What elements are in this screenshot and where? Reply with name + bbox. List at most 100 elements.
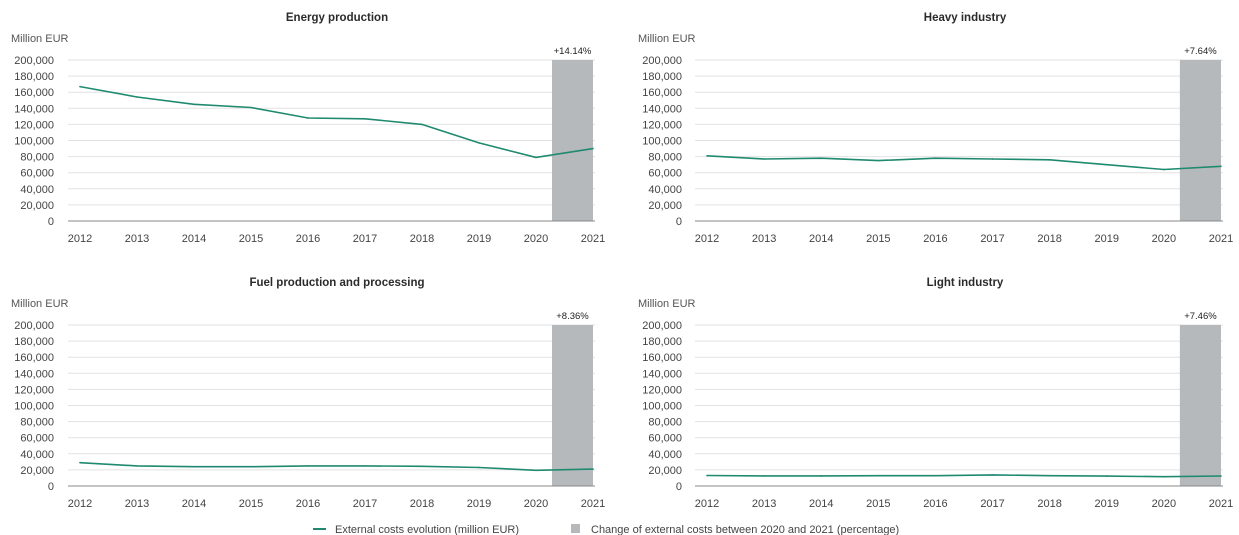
y-tick-label: 60,000 [648, 433, 682, 445]
legend: External costs evolution (million EUR) Ch… [313, 524, 899, 535]
x-tick-label: 2018 [1037, 498, 1061, 510]
y-tick-label: 100,000 [642, 136, 682, 148]
data-point [193, 103, 195, 106]
x-tick-label: 2016 [923, 498, 947, 510]
x-tick-label: 2019 [467, 498, 491, 510]
chart-panel-1: Energy production Million EUR 0 20,000 40,00… [11, 12, 605, 245]
data-point [1163, 168, 1165, 171]
x-tick-label: 2020 [1152, 498, 1176, 510]
y-tick-label: 160,000 [642, 352, 682, 364]
data-point [991, 158, 994, 160]
legend-bar-label: Change of external costs between 2020 an… [591, 524, 899, 535]
series-line [706, 155, 1222, 171]
x-tick-label: 2015 [239, 498, 263, 510]
y-tick-label: 60,000 [648, 168, 682, 180]
y-tick-label: 160,000 [14, 352, 54, 364]
data-point [136, 465, 138, 467]
series-line [79, 461, 594, 472]
x-tick-label: 2012 [68, 498, 92, 510]
data-point [79, 461, 81, 464]
y-tick-label: 80,000 [20, 152, 54, 164]
data-point [820, 475, 823, 477]
data-point [877, 474, 880, 477]
data-point [1048, 159, 1051, 161]
data-point [478, 466, 480, 469]
x-tick-label: 2018 [410, 233, 434, 245]
data-point [364, 117, 366, 120]
x-tick-label: 2012 [695, 498, 719, 510]
legend-bar-swatch [571, 524, 580, 533]
data-point [706, 154, 708, 157]
y-tick-label: 180,000 [642, 336, 682, 348]
y-tick-label: 140,000 [642, 368, 682, 380]
y-tick-label: 60,000 [20, 168, 54, 180]
x-tick-label: 2016 [296, 233, 320, 245]
y-tick-label: 200,000 [14, 55, 54, 67]
data-point [1220, 165, 1222, 168]
x-tick-label: 2012 [68, 233, 92, 245]
x-tick-label: 2015 [239, 233, 263, 245]
chart-panel-2: Heavy industry Million EUR 0 20,000 40,000 60… [638, 12, 1233, 245]
x-tick-label: 2021 [581, 233, 605, 245]
change-percentage-label: +14.14% [554, 46, 592, 57]
y-tick-label: 160,000 [642, 87, 682, 99]
y-tick-label: 40,000 [20, 449, 54, 461]
x-tick-label: 2019 [467, 233, 491, 245]
data-point [1220, 475, 1222, 477]
x-tick-label: 2017 [980, 233, 1004, 245]
x-tick-label: 2016 [296, 498, 320, 510]
chart-panel-4: Light industry Million EUR 0 20,000 40,000 60… [638, 277, 1233, 510]
data-point [535, 156, 537, 159]
y-tick-label: 140,000 [642, 103, 682, 115]
data-point [535, 469, 537, 472]
data-point [592, 147, 594, 150]
data-point [250, 465, 252, 468]
x-tick-label: 2019 [1095, 233, 1119, 245]
y-tick-label: 140,000 [14, 103, 54, 115]
y-tick-label: 180,000 [14, 71, 54, 83]
data-point [250, 106, 252, 109]
y-tick-label: 80,000 [648, 152, 682, 164]
data-point [307, 117, 309, 119]
y-tick-label: 200,000 [14, 320, 54, 332]
x-tick-label: 2018 [1037, 233, 1061, 245]
data-point [1163, 475, 1165, 478]
y-tick-label: 0 [676, 216, 682, 228]
y-tick-label: 120,000 [642, 384, 682, 396]
x-tick-label: 2021 [1209, 233, 1233, 245]
x-tick-label: 2016 [923, 233, 947, 245]
y-tick-label: 120,000 [14, 384, 54, 396]
data-point [79, 85, 81, 88]
y-tick-label: 40,000 [648, 449, 682, 461]
chart-title: Energy production [286, 12, 388, 24]
x-tick-label: 2013 [752, 498, 776, 510]
change-bar [1179, 325, 1221, 486]
y-tick-label: 20,000 [20, 465, 54, 477]
y-axis-unit-label: Million EUR [638, 33, 696, 45]
x-tick-label: 2014 [809, 498, 833, 510]
x-tick-label: 2017 [353, 233, 377, 245]
series-line [79, 85, 594, 159]
y-tick-label: 200,000 [642, 320, 682, 332]
data-point [421, 123, 423, 126]
y-tick-label: 180,000 [642, 71, 682, 83]
x-tick-label: 2014 [809, 233, 833, 245]
x-tick-label: 2020 [1152, 233, 1176, 245]
x-tick-label: 2018 [410, 498, 434, 510]
chart-title: Fuel production and processing [249, 277, 424, 289]
data-point [136, 96, 138, 98]
y-axis-unit-label: Million EUR [638, 298, 696, 310]
x-tick-label: 2021 [581, 498, 605, 510]
data-point [1048, 474, 1051, 477]
x-tick-label: 2013 [752, 233, 776, 245]
chart-panel-3: Fuel production and processing Million EU… [11, 277, 605, 510]
x-tick-label: 2013 [125, 233, 149, 245]
y-axis-unit-label: Million EUR [11, 298, 69, 310]
y-tick-label: 100,000 [14, 136, 54, 148]
change-bar [552, 60, 593, 221]
data-point [364, 465, 366, 467]
change-percentage-label: +7.46% [1184, 311, 1217, 322]
change-percentage-label: +7.64% [1184, 46, 1217, 57]
y-tick-label: 20,000 [648, 200, 682, 212]
change-bar [552, 325, 593, 486]
